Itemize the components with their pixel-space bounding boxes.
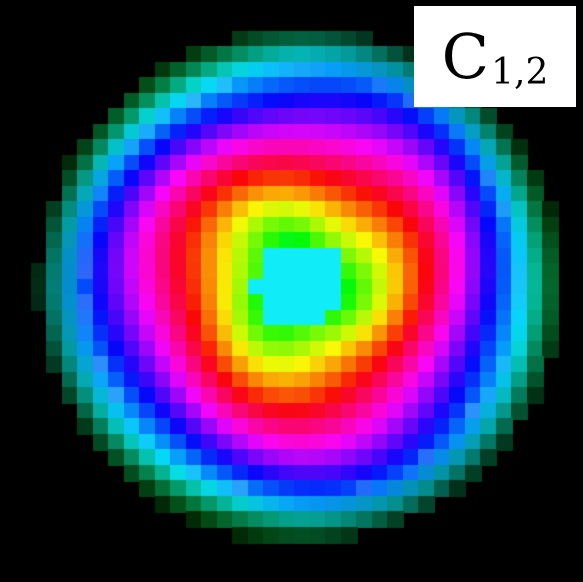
panel-label-letter: C xyxy=(441,19,490,93)
panel-label-subscript: 1,2 xyxy=(491,52,549,93)
panel-label: C 1,2 xyxy=(414,6,576,107)
